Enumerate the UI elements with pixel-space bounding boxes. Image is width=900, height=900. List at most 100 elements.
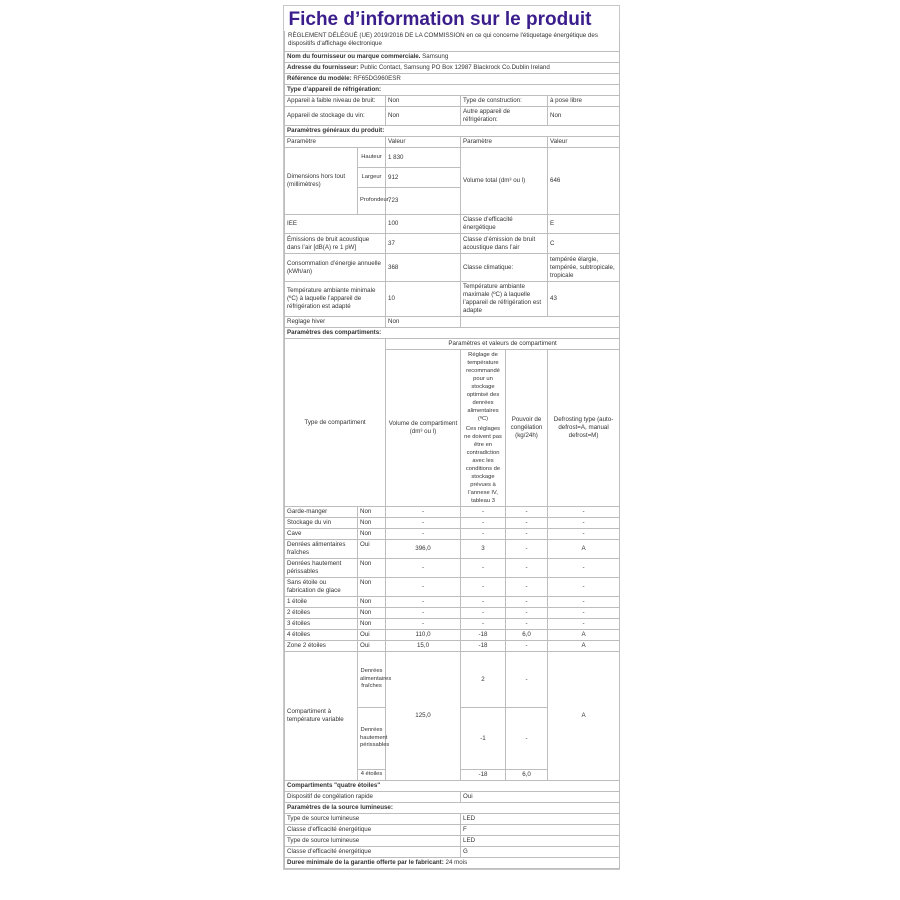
compartment-present: Non	[357, 607, 386, 619]
wine-label: Appareil de stockage du vin:	[284, 106, 386, 126]
supplier-row: Nom du fournisseur ou marque commerciale…	[283, 51, 621, 63]
variable-freeze: -	[505, 651, 548, 708]
col-param-2: Paramètre	[460, 136, 548, 148]
light-value: LED	[459, 835, 621, 847]
compartment-volume: 110,0	[385, 629, 461, 641]
general-heading: Paramètres généraux du produit:	[283, 125, 621, 137]
product-information-sheet: Fiche d’information sur le produit RÈGLE…	[283, 5, 621, 870]
compartment-name: 3 étoiles	[284, 618, 358, 630]
defrost-header: Defrosting type (auto-defrost=A, manual …	[546, 349, 621, 507]
compartment-name: Stockage du vin	[284, 517, 358, 529]
compartment-defrost: A	[546, 539, 621, 559]
compartment-freeze: -	[505, 640, 548, 652]
col-value: Valeur	[385, 136, 461, 148]
compartment-volume: -	[385, 517, 461, 529]
compartment-defrost: -	[546, 607, 621, 619]
model-value: RF65DG960ESR	[353, 75, 401, 82]
variable-sub-name: Denrées alimentaires fraîches	[357, 651, 391, 708]
construction-label: Type de construction:	[460, 95, 548, 107]
compartment-freeze: -	[505, 577, 548, 597]
compartment-present: Oui	[357, 629, 386, 641]
compartment-temp: 3	[460, 539, 506, 559]
variable-temp: -1	[460, 707, 506, 770]
compartment-temp: -	[460, 558, 506, 578]
max-temp-label: Température ambiante maximale (ºC) à laq…	[460, 281, 548, 317]
depth-label: Profondeur	[357, 187, 389, 215]
compartment-row: 4 étoiles Oui 110,0 -18 6,0 A	[284, 629, 621, 641]
volume-value: 646	[546, 147, 621, 215]
variable-freeze: 6,0	[505, 769, 548, 781]
light-label: Classe d’efficacité énergétique	[284, 824, 461, 836]
compartment-row: Denrées hautement périssables Non - - - -	[284, 558, 621, 578]
compartment-freeze: -	[505, 517, 548, 529]
compartment-present: Oui	[357, 539, 386, 559]
eei-value: 100	[385, 214, 461, 234]
compartment-name: Sans étoile ou fabrication de glace	[284, 577, 358, 597]
warranty-value: 24 mois	[445, 859, 468, 866]
compartment-freeze: -	[505, 558, 548, 578]
compartment-row: 3 étoiles Non - - - -	[284, 618, 621, 630]
address-label: Adresse du fournisseur:	[287, 64, 359, 71]
compartment-name: Denrées alimentaires fraîches	[284, 539, 358, 559]
compartment-defrost: -	[546, 577, 621, 597]
compartment-temp: -	[460, 506, 506, 518]
compartment-name: 4 étoiles	[284, 629, 358, 641]
compartment-name: Cave	[284, 528, 358, 540]
temp-note: Ces réglages ne doivent pas être en cont…	[464, 426, 502, 504]
light-label: Type de source lumineuse	[284, 835, 461, 847]
compartment-name: Zone 2 étoiles	[284, 640, 358, 652]
light-row: Classe d’efficacité énergétique F	[284, 824, 621, 836]
compartment-volume: -	[385, 577, 461, 597]
variable-label: Compartiment à température variable	[284, 651, 358, 781]
winter-label: Reglage hiver	[284, 316, 386, 328]
compartment-row: Zone 2 étoiles Oui 15,0 -18- A	[284, 640, 621, 652]
compartment-volume: 396,0	[385, 539, 461, 559]
eei-label: IEE	[284, 214, 386, 234]
supplier-value: Samsung	[422, 53, 449, 60]
compartment-temp: -	[460, 607, 506, 619]
col-param: Paramètre	[284, 136, 386, 148]
variable-defrost: A	[546, 651, 621, 781]
light-row: Type de source lumineuse LED	[284, 813, 621, 825]
climate-value: tempérée élargie, tempérée, subtropicale…	[546, 253, 621, 282]
freeze-header: Pouvoir de congélation (kg/24h)	[505, 349, 548, 507]
appliance-type-heading: Type d’appareil de réfrigération:	[283, 84, 621, 96]
light-label: Type de source lumineuse	[284, 813, 461, 825]
compartment-row: 2 étoiles Non - - - -	[284, 607, 621, 619]
height-value: 1 830	[385, 147, 461, 168]
compartment-temp: -18	[460, 629, 506, 641]
compartment-name: 2 étoiles	[284, 607, 358, 619]
light-label: Classe d’efficacité énergétique	[284, 846, 461, 858]
compartment-name: 1 étoile	[284, 596, 358, 608]
compartment-row: Stockage du vin Non - - - -	[284, 517, 621, 529]
regulation-text: RÈGLEMENT DÉLÉGUÉ (UE) 2019/2016 DE LA C…	[283, 31, 621, 52]
compartment-present: Non	[357, 558, 386, 578]
sheet-table: Fiche d’information sur le produit RÈGLE…	[283, 6, 621, 869]
construction-value: à pose libre	[546, 95, 621, 107]
variable-temp: -18	[460, 769, 506, 781]
compartment-name: Garde-manger	[284, 506, 358, 518]
compartment-present: Non	[357, 618, 386, 630]
volume-label: Volume total (dm³ ou l)	[460, 147, 548, 215]
compartment-temp: -18	[460, 640, 506, 652]
variable-freeze: -	[505, 707, 548, 770]
model-label: Référence du modèle:	[287, 75, 352, 82]
consumption-value: 368	[385, 253, 461, 282]
compartment-volume: 15,0	[385, 640, 461, 652]
compartment-defrost: -	[546, 506, 621, 518]
height-label: Hauteur	[357, 147, 386, 168]
variable-temp: 2	[460, 651, 506, 708]
warranty-row: Duree minimale de la garantie offerte pa…	[283, 857, 621, 869]
volume-header: Volume de compartiment (dm³ ou l)	[385, 349, 461, 507]
light-value: F	[459, 824, 621, 836]
compartment-temp: -	[460, 528, 506, 540]
compartments-heading: Paramètres des compartiments:	[283, 327, 621, 339]
compartment-present: Non	[357, 517, 386, 529]
compartment-defrost: A	[546, 629, 621, 641]
compartment-temp: -	[460, 577, 506, 597]
model-row: Référence du modèle: RF65DG960ESR	[283, 73, 621, 85]
noise-class-value: C	[546, 233, 621, 254]
compartment-present: Non	[357, 596, 386, 608]
compartment-freeze: -	[505, 618, 548, 630]
compartment-rows: Garde-manger Non - - - - Stockage du vin Non - - -…	[284, 506, 621, 652]
